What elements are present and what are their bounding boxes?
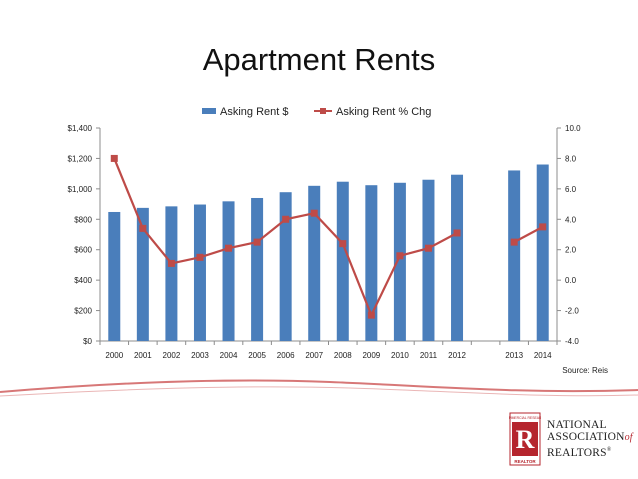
y-left-tick-label: $400 [74,276,92,285]
point-asking-rent-chg [282,215,290,223]
legend-label-bars: Asking Rent $ [220,106,288,118]
y-left-tick-label: $1,000 [68,185,93,194]
y-left-tick-label: $200 [74,307,92,316]
bar-asking-rent [451,174,464,341]
y-left-tick-label: $800 [74,215,92,224]
point-asking-rent-chg [424,244,432,252]
bar-asking-rent [393,182,406,341]
point-asking-rent-chg [453,229,461,237]
bar-asking-rent [136,207,149,341]
bar-asking-rent [193,204,206,341]
bar-asking-rent [422,179,435,341]
bar-asking-rent [279,192,292,341]
y-right-tick-label: 8.0 [565,154,577,163]
line-asking-rent-chg [513,225,544,244]
realtor-mark-icon: R COMMERCIAL RESEARCH REALTOR [509,412,541,466]
bar-asking-rent [165,206,178,341]
x-tick-label: 2011 [420,351,438,360]
point-asking-rent-chg [539,223,547,231]
y-right-tick-label: -2.0 [565,307,579,316]
bar-asking-rent [536,164,549,341]
bar-asking-rent [251,197,264,341]
x-tick-label: 2002 [163,351,181,360]
nar-logo: R COMMERCIAL RESEARCH REALTOR NATIONAL A… [509,412,633,468]
logo-line-1: NATIONAL [547,419,607,431]
y-left-tick-label: $1,400 [68,124,93,133]
svg-text:R: R [516,425,535,454]
y-right-tick-label: 2.0 [565,246,577,255]
x-tick-label: 2000 [105,351,123,360]
bar-asking-rent [508,170,521,341]
x-tick-label: 2009 [362,351,380,360]
logo-line-2: ASSOCIATIONof [547,431,633,443]
svg-text:COMMERCIAL RESEARCH: COMMERCIAL RESEARCH [509,416,541,420]
y-right-tick-label: -4.0 [565,337,579,346]
x-tick-label: 2013 [505,351,523,360]
y-right-tick-label: 0.0 [565,276,577,285]
point-asking-rent-chg [225,244,233,252]
legend-label-line: Asking Rent % Chg [336,106,431,118]
bar-asking-rent [222,201,235,341]
x-tick-label: 2007 [305,351,323,360]
point-asking-rent-chg [396,252,404,260]
legend-swatch-bars [202,108,216,114]
y-left-tick-label: $600 [74,246,92,255]
bar-asking-rent [336,181,349,341]
point-asking-rent-chg [367,311,375,319]
bar-asking-rent [365,185,378,341]
point-asking-rent-chg [339,240,347,248]
x-tick-label: 2006 [277,351,295,360]
point-asking-rent-chg [167,259,175,267]
point-asking-rent-chg [139,224,147,232]
x-tick-label: 2004 [220,351,238,360]
legend-swatch-marker [320,108,326,114]
x-tick-label: 2001 [134,351,152,360]
source-note: Source: Reis [562,366,608,375]
bar-asking-rent [108,211,121,341]
point-asking-rent-chg [253,238,261,246]
y-right-tick-label: 6.0 [565,185,577,194]
x-tick-label: 2010 [391,351,409,360]
x-tick-label: 2003 [191,351,209,360]
x-tick-label: 2012 [448,351,466,360]
y-right-tick-label: 10.0 [565,124,581,133]
bar-asking-rent [308,185,321,341]
y-left-tick-label: $1,200 [68,154,93,163]
page-title: Apartment Rents [202,42,436,77]
y-right-tick-label: 4.0 [565,215,577,224]
point-asking-rent-chg [510,238,518,246]
x-tick-label: 2005 [248,351,266,360]
logo-wordmark: NATIONAL ASSOCIATIONof REALTORS® [547,419,633,459]
point-asking-rent-chg [196,253,204,261]
y-left-tick-label: $0 [83,337,92,346]
point-asking-rent-chg [310,209,318,217]
point-asking-rent-chg [110,154,118,162]
decorative-swoosh [0,379,638,397]
svg-text:REALTOR: REALTOR [514,459,536,464]
x-tick-label: 2008 [334,351,352,360]
logo-line-3: REALTORS® [547,446,612,459]
x-tick-label: 2014 [534,351,552,360]
